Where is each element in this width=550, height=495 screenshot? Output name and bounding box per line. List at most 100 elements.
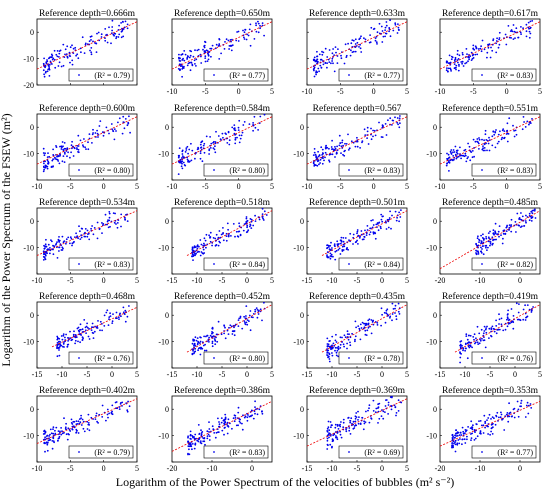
data-point <box>65 242 67 245</box>
data-point <box>366 137 368 139</box>
plot-frame <box>171 18 273 86</box>
legend-frame <box>338 445 404 459</box>
x-tick-label: -5 <box>202 182 209 191</box>
data-point <box>499 130 501 133</box>
data-point <box>345 56 348 58</box>
data-point <box>224 416 227 419</box>
data-point <box>55 145 57 147</box>
data-point <box>46 59 48 61</box>
data-point <box>195 339 198 342</box>
data-point <box>200 146 203 149</box>
data-point <box>338 144 341 147</box>
data-point <box>199 254 202 257</box>
data-point <box>313 148 316 150</box>
data-point <box>79 328 82 331</box>
data-point <box>237 126 240 129</box>
x-tick-label: 5 <box>270 182 274 191</box>
data-point <box>342 240 345 243</box>
x-tick-label: 0 <box>505 87 509 96</box>
data-point <box>98 125 101 127</box>
data-point <box>326 354 328 356</box>
data-point <box>456 442 459 445</box>
data-point <box>482 432 485 434</box>
data-point <box>474 53 477 56</box>
data-point <box>254 220 257 222</box>
data-point <box>187 435 189 438</box>
data-point <box>126 410 129 413</box>
data-point <box>121 20 124 23</box>
data-point <box>397 23 399 25</box>
r2-label: (R² = 0.69) <box>364 448 400 457</box>
fit-line <box>454 304 541 353</box>
x-tick-label: 5 <box>405 276 409 285</box>
data-point <box>43 162 45 165</box>
data-point <box>45 251 47 254</box>
data-point <box>224 426 226 429</box>
data-point <box>455 157 458 160</box>
data-point <box>484 149 486 152</box>
x-tick-label: -15 <box>302 276 313 285</box>
data-point <box>57 65 60 67</box>
data-point <box>259 24 261 27</box>
data-point <box>115 317 117 320</box>
data-point <box>364 333 367 336</box>
data-point <box>459 431 462 434</box>
legend-frame <box>471 257 537 271</box>
data-point <box>476 435 479 438</box>
data-point <box>242 414 244 417</box>
data-point <box>126 27 129 30</box>
x-tick-label: -10 <box>327 276 338 285</box>
data-point <box>322 157 324 159</box>
data-point <box>480 50 483 53</box>
y-tick-label: -10 <box>23 338 34 347</box>
data-point <box>205 233 208 236</box>
data-point <box>320 146 323 149</box>
x-tick-label: 0 <box>250 464 254 473</box>
data-point <box>217 431 220 433</box>
data-point <box>321 50 323 53</box>
data-point <box>485 327 487 329</box>
data-point <box>346 330 349 333</box>
data-point <box>376 31 379 34</box>
data-point <box>337 348 340 351</box>
data-point <box>476 53 479 56</box>
data-point <box>369 34 371 36</box>
data-point <box>488 237 490 240</box>
data-point <box>259 308 262 311</box>
data-point <box>126 409 129 412</box>
data-point <box>330 426 332 429</box>
x-tick-label: -10 <box>192 370 203 379</box>
data-point <box>129 131 131 134</box>
data-point <box>77 57 80 60</box>
data-point <box>457 58 460 60</box>
data-point <box>517 36 520 39</box>
data-point <box>43 244 45 247</box>
data-point <box>43 441 46 444</box>
data-point <box>504 33 507 36</box>
legend-frame <box>203 445 269 459</box>
data-point <box>328 160 331 163</box>
data-point <box>365 322 368 325</box>
data-point <box>497 46 500 49</box>
data-point <box>105 419 107 422</box>
data-point <box>209 334 212 337</box>
legend-frame <box>68 351 134 365</box>
data-point <box>464 152 467 155</box>
plot-frame <box>439 207 541 275</box>
data-point <box>208 234 210 237</box>
data-point <box>204 51 207 54</box>
data-point <box>334 156 336 158</box>
x-tick-label: -20 <box>167 464 178 473</box>
data-point <box>480 432 482 435</box>
data-point <box>515 302 518 305</box>
legend-box: (R² = 0.83) <box>68 257 134 271</box>
data-point <box>199 143 202 146</box>
data-point <box>72 241 75 244</box>
data-point <box>200 243 203 246</box>
data-point <box>56 345 58 347</box>
data-point <box>377 403 379 406</box>
data-point <box>361 416 363 419</box>
data-point <box>238 317 241 320</box>
data-point <box>250 218 253 221</box>
data-point <box>454 56 457 59</box>
